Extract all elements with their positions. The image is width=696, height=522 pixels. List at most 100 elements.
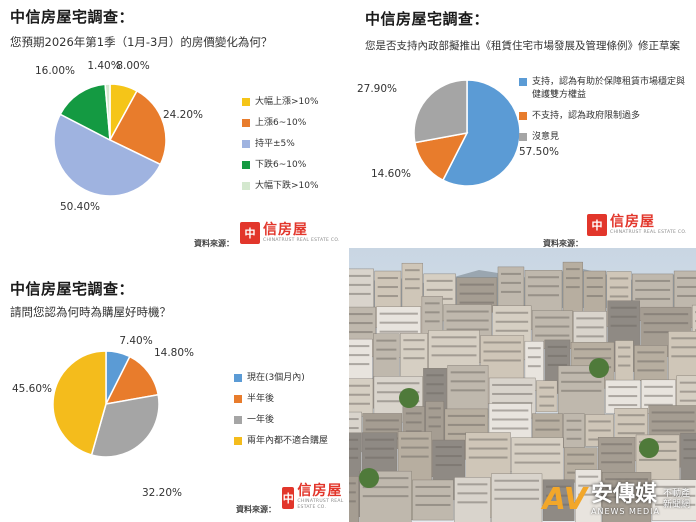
source-label: 資料來源： [236,505,276,514]
building-window [574,357,612,360]
slice-label-2: 27.90% [357,83,397,95]
building-window [492,392,533,395]
building-window [468,456,508,459]
building-window [446,319,489,322]
slice-label-0: 57.50% [519,146,559,158]
legend-label: 一年後 [247,415,275,425]
building-window [379,321,418,324]
building-window [610,306,637,309]
building-window [578,493,599,496]
pie-slice-3 [52,350,107,456]
building [349,476,359,522]
legend-label: 上漲6~10% [255,118,307,128]
building-window [566,419,582,422]
building-window [671,355,696,358]
building-window [403,357,425,360]
building-window [639,440,677,443]
building-window [376,382,420,385]
legend-item: 大幅下跌>10% [242,180,342,193]
legend-swatch [242,98,250,106]
panel-title: 中信房屋宅調查： [10,280,135,298]
building-window [527,365,541,368]
building-window [586,277,603,280]
building-window [617,423,645,426]
logo-sub: CHINATRUST REAL ESTATE CO. [297,499,344,510]
panel-rental-bill: 中信房屋宅調查： 您是否支持內政部擬推出《租賃住宅市場發展及管理條例》修正草案 … [349,0,696,250]
building-window [546,503,572,506]
building-window [586,295,603,298]
logo-mark: 中 [240,222,260,244]
building-window [403,339,425,342]
building-window [349,345,370,348]
legend-label: 現在(3個月內) [247,373,305,383]
building-window [601,452,633,455]
building-window [561,389,602,392]
building-window [566,268,580,271]
legend-item: 現在(3個月內) [234,372,344,385]
building-window [376,348,397,351]
tree [359,468,379,488]
building-window [377,277,398,280]
legend-label: 支持，認為有助於保障租賃市場穩定與健護雙方權益 [532,77,686,100]
building-window [500,290,521,293]
panel-price-expectation: 中信房屋宅調查： 您預期2026年第1季（1月-3月）的房價變化為何？ 8.00… [0,0,345,250]
building-window [677,294,696,297]
building-window [535,325,570,328]
panel-question: 您預期2026年第1季（1月-3月）的房價變化為何？ [10,35,273,49]
building-window [457,492,488,495]
legend-swatch [519,78,527,86]
building-window [492,401,533,404]
building-window [349,447,359,450]
building-window [527,294,560,297]
building-window [495,311,529,314]
building-window [494,488,540,491]
building-window [566,286,580,289]
building-window [527,356,541,359]
building-window [578,475,599,478]
brand-side-2: 新聞網 [662,499,690,510]
building-window [535,334,570,337]
building-window [637,351,665,354]
pie-slice-2 [90,393,160,458]
building-window [566,428,582,431]
building-window [365,456,395,459]
building-window [683,457,696,460]
building-window [679,399,696,402]
legend-item: 沒意見 [519,131,689,144]
building-window [609,286,629,289]
building-window [376,400,420,403]
building-window [349,456,359,459]
logo-name: 信房屋 [263,221,308,238]
building-window [609,277,629,280]
building-window [415,485,451,488]
pie-chart-buying-timing: 7.40%14.80% 32.20% 45.60% [12,335,194,499]
legend-item: 持平±5% [242,138,342,151]
building-window [605,487,649,490]
building-window [671,337,696,340]
building-window [431,354,477,357]
building-window [610,315,637,318]
building-window [457,483,488,486]
building-window [349,438,359,441]
building-window [535,316,570,319]
building-window [635,279,671,282]
building-window [677,285,696,288]
building-window [609,295,629,298]
building-window [349,418,359,421]
building-window [651,429,695,432]
pie-slice-1 [414,131,469,182]
legend: 支持，認為有助於保障租賃市場穩定與健護雙方權益 不支持，認為政府限制過多 沒意見 [519,76,689,152]
building-window [539,386,555,389]
building-window [435,446,462,449]
building-window [349,283,371,286]
building-window [561,371,602,374]
legend-swatch [234,374,242,382]
building-window [679,381,696,384]
building-window [435,455,462,458]
building-window [491,427,529,430]
building-window [651,420,695,423]
building-window [415,494,451,497]
pie-chart-price-expectation: 8.00% 24.20% 50.40% 16.00% 1.40% [35,60,203,213]
building-window [495,329,529,332]
chinatrust-logo: 中 信房屋 CHINATRUST REAL ESTATE CO. [282,484,345,511]
